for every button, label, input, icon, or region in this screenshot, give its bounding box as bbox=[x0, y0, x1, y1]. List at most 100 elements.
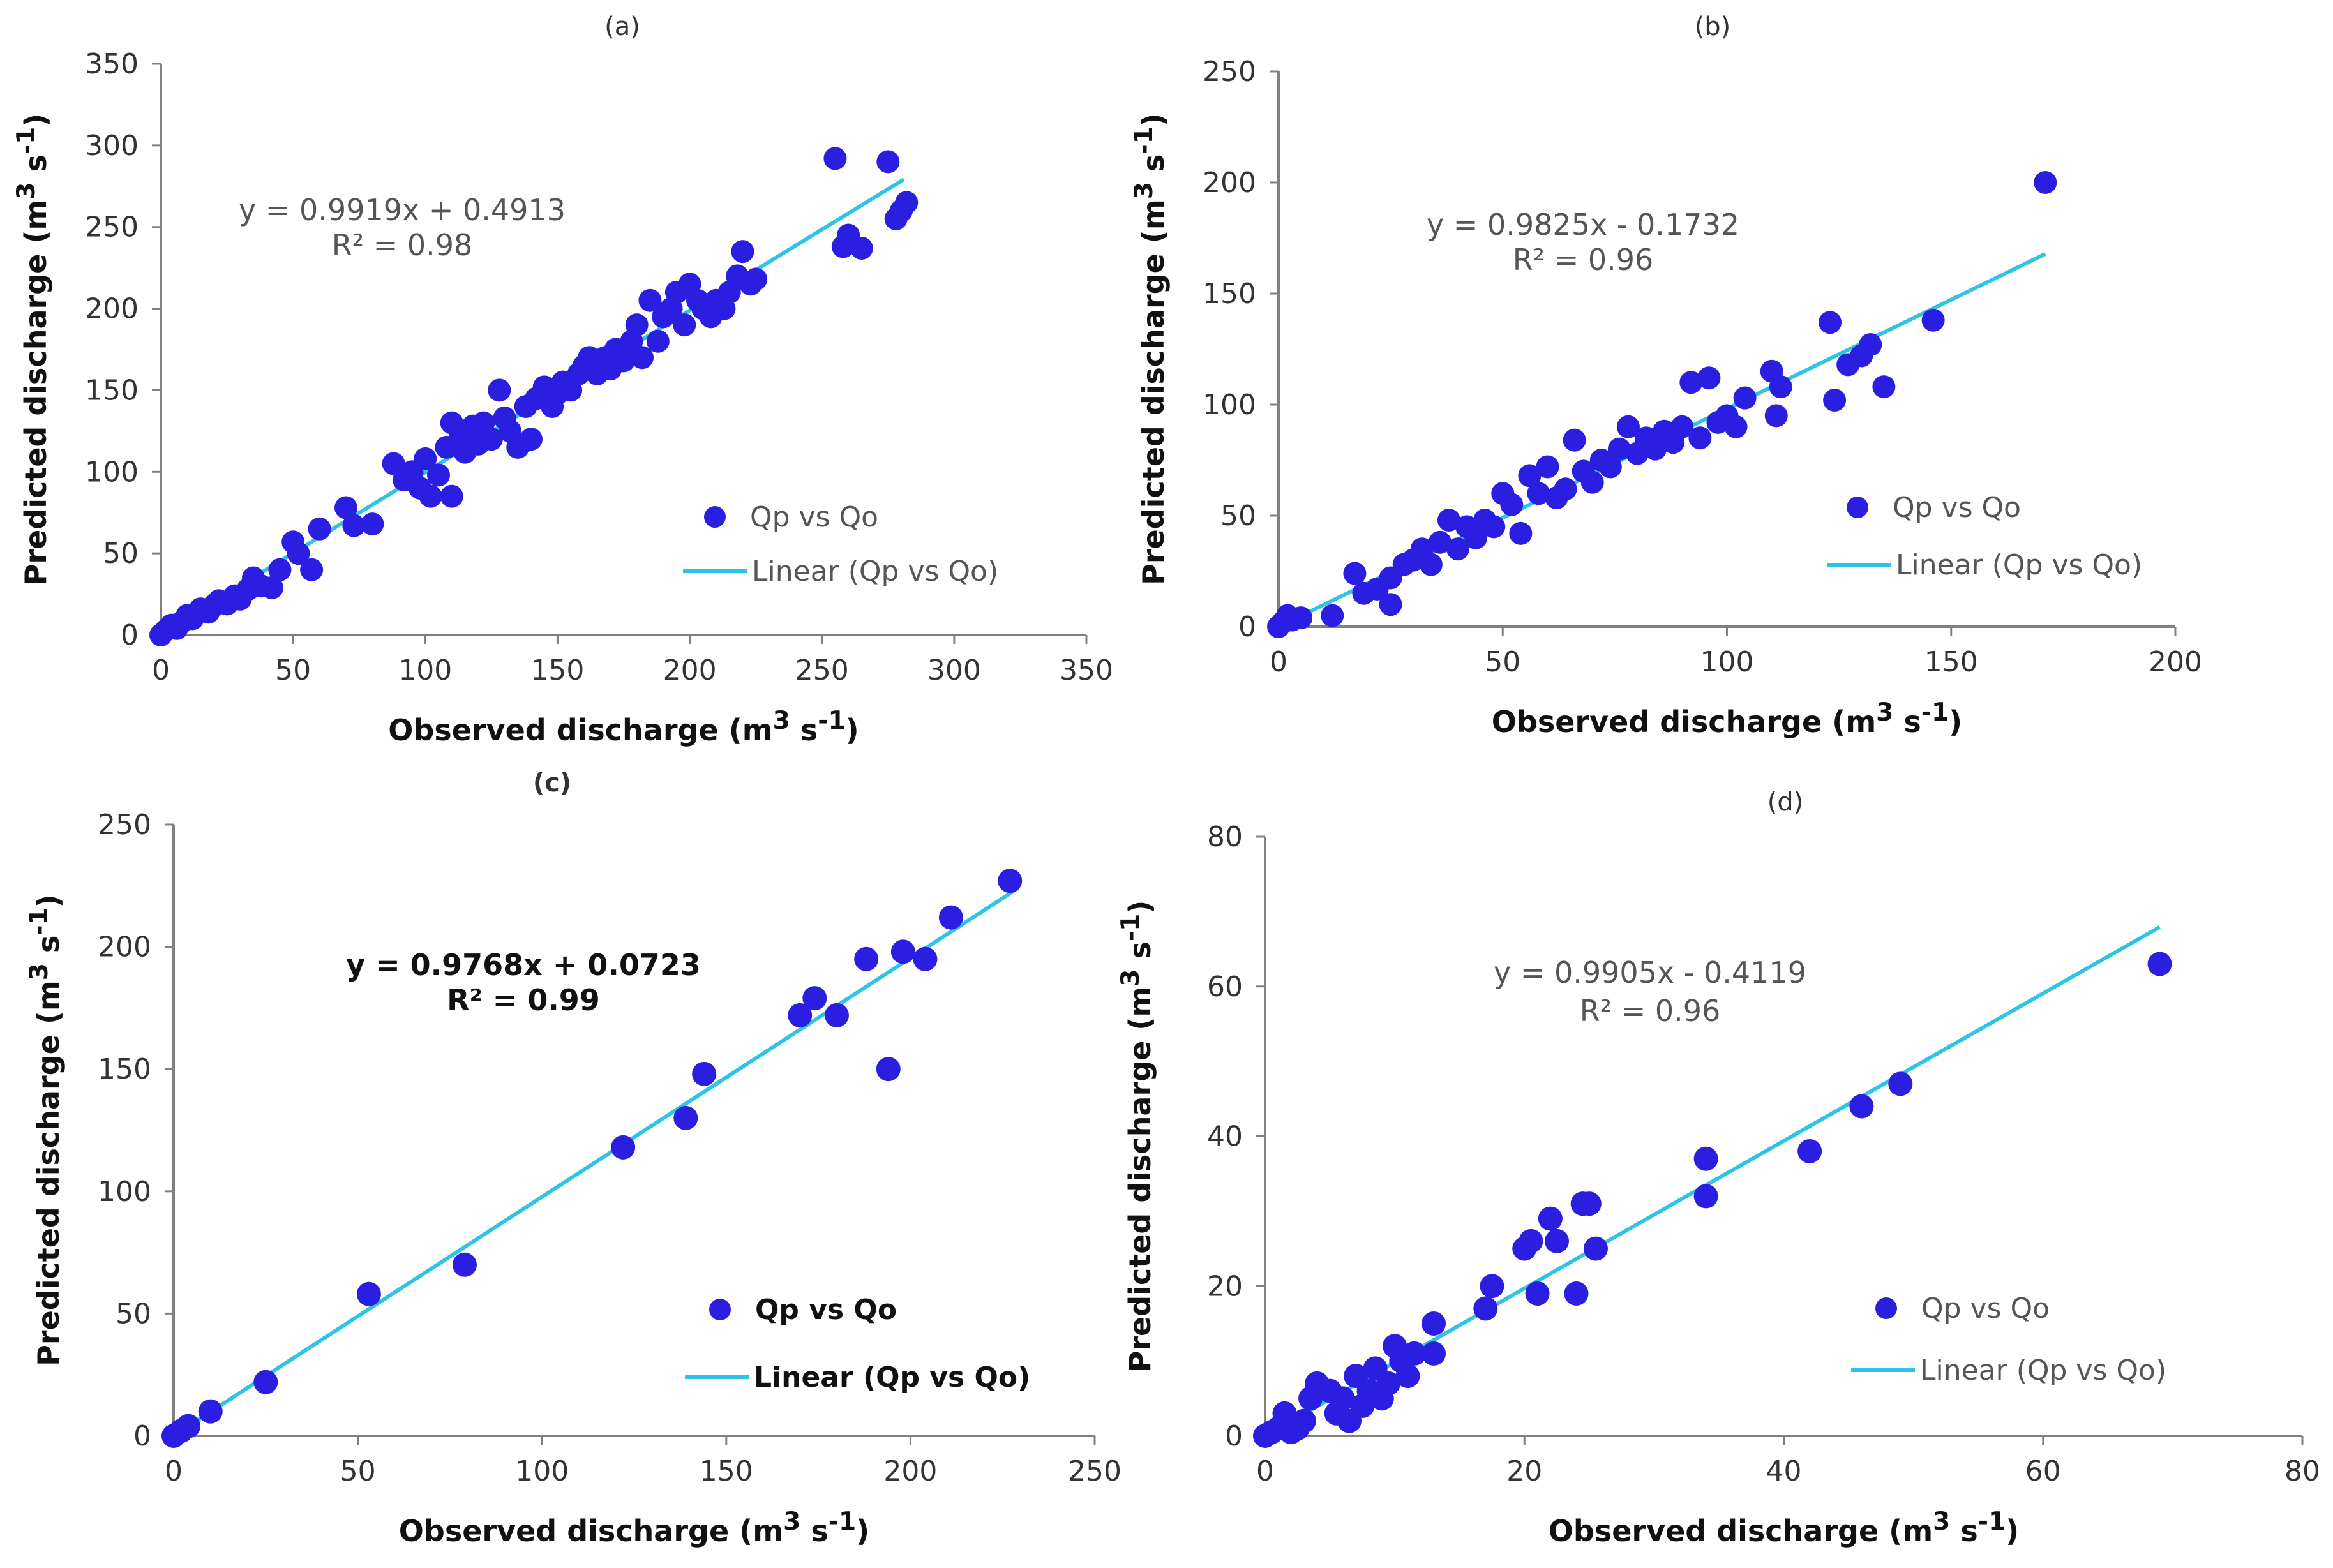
data-point bbox=[1688, 426, 1712, 450]
legend-line-label: Linear (Qp vs Qo) bbox=[1920, 1354, 2166, 1387]
data-point bbox=[427, 463, 450, 487]
data-point bbox=[1563, 428, 1586, 452]
y-axis-title: Predicted discharge (m3 s-1) bbox=[1130, 113, 1171, 585]
data-point bbox=[625, 313, 649, 337]
x-axis-title-text: Observed discharge (m bbox=[1492, 705, 1876, 739]
y-tick-label: 150 bbox=[98, 1053, 151, 1086]
data-point bbox=[334, 496, 357, 519]
y-tick-label: 100 bbox=[98, 1176, 151, 1208]
y-tick-label: 100 bbox=[85, 456, 139, 488]
data-point bbox=[1480, 1274, 1504, 1299]
x-axis-title-text: Observed discharge (m bbox=[1549, 1514, 1933, 1548]
data-point bbox=[1473, 1296, 1498, 1321]
y-axis-title-close: ) bbox=[1123, 900, 1157, 914]
data-point bbox=[452, 1252, 477, 1277]
y-axis-title-unit-exp: 3 bbox=[1116, 969, 1145, 987]
legend-point-label: Qp vs Qo bbox=[1893, 491, 2021, 524]
legend-line-label: Linear (Qp vs Qo) bbox=[1896, 549, 2142, 581]
y-tick-label: 80 bbox=[1207, 821, 1243, 853]
x-tick-label: 250 bbox=[1068, 1455, 1121, 1488]
data-point bbox=[260, 576, 283, 599]
r-squared-label: R² = 0.99 bbox=[447, 983, 600, 1017]
x-tick-label: 150 bbox=[530, 654, 584, 687]
data-point bbox=[1437, 508, 1460, 532]
data-point bbox=[1859, 333, 1882, 357]
data-point bbox=[1554, 477, 1577, 501]
data-point bbox=[1616, 415, 1640, 438]
x-tick-label: 50 bbox=[340, 1455, 376, 1488]
data-point bbox=[1823, 389, 1847, 412]
trend-line bbox=[172, 889, 1015, 1438]
y-tick-label: 300 bbox=[85, 130, 139, 162]
y-tick-label: 150 bbox=[1203, 278, 1256, 310]
data-point bbox=[2034, 171, 2057, 194]
legend-point-label: Qp vs Qo bbox=[750, 501, 878, 534]
legend-point-marker bbox=[709, 1299, 731, 1320]
data-point bbox=[300, 558, 324, 581]
data-point bbox=[1644, 437, 1667, 461]
x-axis-title-close: ) bbox=[856, 1514, 869, 1548]
data-point bbox=[1769, 375, 1792, 399]
equation-label: y = 0.9768x + 0.0723 bbox=[346, 948, 701, 982]
data-point bbox=[1525, 1281, 1550, 1306]
y-axis-title-unit-exp2: -1 bbox=[25, 907, 54, 935]
data-point bbox=[673, 313, 696, 337]
data-point bbox=[1598, 455, 1622, 479]
data-point bbox=[731, 240, 754, 264]
data-point bbox=[1797, 1139, 1822, 1163]
equation-label: y = 0.9919x + 0.4913 bbox=[239, 193, 566, 227]
panel-label-a: (a) bbox=[604, 12, 640, 41]
legend-point-marker bbox=[1875, 1297, 1897, 1319]
data-point bbox=[1330, 1386, 1355, 1411]
x-axis-title: Observed discharge (m3 s-1) bbox=[1549, 1507, 2019, 1548]
data-point bbox=[1724, 415, 1748, 438]
x-axis-title-unit-exp: 3 bbox=[1933, 1507, 1950, 1536]
y-tick-label: 60 bbox=[1207, 971, 1243, 1003]
data-point bbox=[198, 1399, 223, 1424]
y-axis-title-unit-exp: 3 bbox=[1130, 182, 1159, 199]
y-tick-label: 0 bbox=[1225, 1420, 1243, 1452]
data-point bbox=[1376, 1371, 1400, 1396]
data-point bbox=[308, 517, 331, 541]
y-tick-label: 40 bbox=[1207, 1121, 1243, 1153]
data-point bbox=[673, 1105, 698, 1130]
y-axis-title: Predicted discharge (m3 s-1) bbox=[12, 114, 53, 586]
r-squared-label: R² = 0.96 bbox=[1513, 243, 1654, 277]
data-point bbox=[998, 869, 1023, 893]
y-axis-title-unit-exp2: -1 bbox=[1130, 126, 1159, 154]
data-point bbox=[176, 1414, 201, 1438]
data-point bbox=[1693, 1184, 1718, 1209]
data-point bbox=[382, 452, 405, 475]
data-point bbox=[788, 1003, 813, 1027]
x-axis-title-text: Observed discharge (m bbox=[399, 1514, 783, 1548]
data-point bbox=[253, 1370, 278, 1394]
data-point bbox=[1693, 1146, 1718, 1171]
x-axis-title-unit-mid: s bbox=[1950, 1514, 1977, 1548]
data-point bbox=[1921, 308, 1945, 332]
data-point bbox=[1291, 1408, 1316, 1433]
legend-point-marker bbox=[1847, 497, 1868, 518]
legend-point-label: Qp vs Qo bbox=[1921, 1292, 2050, 1325]
data-point bbox=[1422, 1311, 1446, 1336]
data-point bbox=[1536, 455, 1559, 479]
y-axis-title-unit-exp2: -1 bbox=[1116, 914, 1145, 941]
y-axis-title-text: Predicted discharge (m bbox=[19, 200, 53, 586]
legend-line-label: Linear (Qp vs Qo) bbox=[752, 555, 998, 588]
data-point bbox=[895, 191, 919, 214]
data-point bbox=[1679, 371, 1703, 394]
legend-line-label: Linear (Qp vs Qo) bbox=[754, 1361, 1030, 1394]
y-tick-label: 150 bbox=[85, 374, 139, 407]
panel-label-d: (d) bbox=[1767, 788, 1804, 817]
data-point bbox=[1518, 464, 1542, 488]
y-axis-title-unit-exp2: -1 bbox=[12, 127, 41, 154]
y-axis-title-unit-exp: 3 bbox=[25, 963, 54, 980]
x-tick-label: 60 bbox=[2025, 1455, 2061, 1488]
data-point bbox=[1670, 415, 1694, 438]
data-point bbox=[1577, 1191, 1602, 1216]
data-point bbox=[938, 905, 963, 930]
x-tick-label: 20 bbox=[1506, 1455, 1542, 1488]
y-tick-label: 200 bbox=[85, 293, 139, 325]
data-point bbox=[342, 514, 366, 537]
data-point bbox=[1446, 537, 1469, 561]
